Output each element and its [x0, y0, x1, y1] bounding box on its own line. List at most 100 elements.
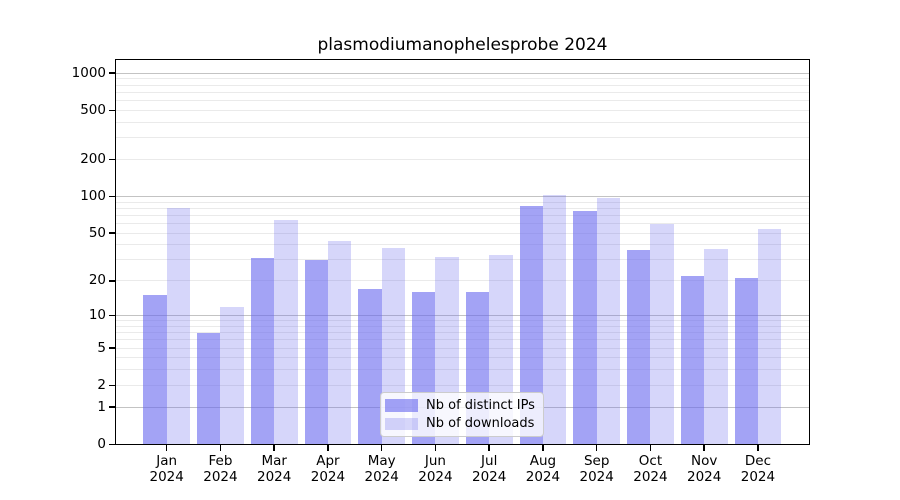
x-tick-year: 2024 — [525, 468, 561, 485]
x-tick-label: Jul 2024 — [459, 453, 519, 485]
y-tick-label: 50 — [88, 224, 106, 241]
gridline-minor — [115, 280, 810, 282]
gridline-minor — [115, 84, 810, 86]
gridline-minor — [115, 384, 810, 386]
gridline-minor — [115, 244, 810, 246]
x-tick-label: Feb 2024 — [190, 453, 250, 485]
bar-downloads-mar — [274, 220, 298, 445]
x-tick-month: Jul — [481, 452, 498, 469]
y-tick-label: 10 — [88, 307, 106, 324]
legend-item-distinct-ips: Nb of distinct IPs — [385, 396, 538, 415]
y-tick — [108, 72, 115, 74]
y-tick — [108, 314, 115, 317]
y-tick — [108, 109, 115, 112]
y-tick — [108, 406, 115, 408]
x-tick-label: Sep 2024 — [567, 453, 627, 485]
x-tick — [542, 444, 544, 451]
x-tick-label: Apr 2024 — [298, 453, 358, 485]
bar-distinct-ips-mar — [250, 258, 275, 445]
x-tick-month: Mar — [261, 452, 287, 469]
x-tick-label: Nov 2024 — [674, 453, 734, 485]
bar-downloads-apr — [327, 241, 352, 445]
x-tick-label: May 2024 — [352, 453, 412, 485]
gridline-minor — [115, 347, 810, 349]
y-tick-label: 1000 — [71, 64, 106, 81]
gridline-minor — [115, 357, 810, 359]
x-tick — [757, 444, 759, 451]
bar-distinct-ips-jan — [143, 295, 167, 445]
x-tick-month: Jan — [156, 452, 178, 469]
y-tick — [108, 195, 115, 198]
bar-distinct-ips-aug — [519, 205, 543, 445]
x-tick-year: 2024 — [364, 468, 399, 485]
x-tick — [273, 444, 275, 451]
x-tick-month: Sep — [583, 452, 610, 469]
x-tick-label: Mar 2024 — [244, 453, 304, 485]
x-tick-year: 2024 — [418, 468, 453, 485]
gridline-minor — [115, 121, 810, 123]
x-tick — [219, 444, 222, 451]
x-tick-year: 2024 — [257, 468, 292, 485]
x-tick-label: Oct 2024 — [620, 453, 680, 485]
y-tick-label: 20 — [88, 272, 106, 289]
legend-swatch-distinct-ips — [385, 399, 418, 412]
x-tick — [703, 444, 705, 451]
x-tick-month: Dec — [744, 452, 771, 469]
x-tick-label: Aug 2024 — [513, 453, 573, 485]
x-tick-month: Aug — [529, 452, 557, 469]
legend: Nb of distinct IPs Nb of downloads — [380, 392, 544, 437]
gridline-major — [115, 315, 810, 317]
gridline-minor — [115, 332, 810, 334]
x-tick-year: 2024 — [633, 468, 668, 485]
gridline-minor — [115, 325, 810, 327]
bar-distinct-ips-may — [358, 289, 382, 445]
y-tick-label: 0 — [97, 436, 106, 452]
legend-label-distinct-ips: Nb of distinct IPs — [426, 397, 535, 413]
y-tick-label: 200 — [80, 150, 106, 167]
x-tick — [327, 444, 329, 451]
x-tick-month: Oct — [638, 452, 663, 469]
gridline-minor — [115, 158, 810, 160]
gridline-minor — [115, 214, 810, 216]
bar-downloads-sep — [596, 198, 621, 445]
y-tick-label: 5 — [97, 339, 106, 356]
x-tick — [380, 444, 383, 451]
bar-downloads-oct — [650, 223, 674, 445]
legend-label-downloads: Nb of downloads — [426, 416, 535, 432]
y-tick-label: 2 — [97, 376, 106, 393]
bar-downloads-jan — [166, 208, 191, 445]
x-tick-year: 2024 — [149, 468, 184, 485]
gridline-minor — [115, 100, 810, 102]
gridline-major — [115, 195, 810, 197]
x-tick — [595, 444, 598, 451]
gridline-minor — [115, 109, 810, 111]
gridline-minor — [115, 339, 810, 341]
y-tick — [108, 443, 115, 446]
x-tick-label: Jan 2024 — [137, 453, 197, 485]
x-tick-year: 2024 — [579, 468, 614, 485]
y-tick — [108, 347, 115, 349]
bar-downloads-aug — [542, 194, 567, 445]
y-tick-label: 1 — [97, 398, 106, 415]
x-tick-month: May — [367, 452, 396, 469]
bar-distinct-ips-dec — [734, 278, 758, 445]
x-tick-label: Jun 2024 — [405, 453, 465, 485]
bar-distinct-ips-sep — [573, 210, 597, 445]
y-tick-label: 100 — [80, 187, 106, 204]
y-tick — [108, 232, 115, 234]
legend-item-downloads: Nb of downloads — [385, 415, 538, 434]
x-tick-month: Apr — [316, 452, 340, 469]
bar-downloads-nov — [704, 248, 728, 445]
gridline-minor — [115, 201, 810, 203]
gridline-minor — [115, 320, 810, 322]
bar-distinct-ips-apr — [304, 259, 328, 445]
gridline-major — [115, 72, 810, 74]
gridline-minor — [115, 259, 810, 261]
x-tick-month: Feb — [208, 452, 233, 469]
bar-distinct-ips-feb — [197, 332, 221, 445]
x-tick — [165, 444, 168, 451]
chart-title: plasmodiumanophelesprobe 2024 — [317, 35, 608, 55]
gridline-minor — [115, 91, 810, 93]
x-tick — [649, 444, 652, 451]
y-tick — [108, 280, 115, 282]
